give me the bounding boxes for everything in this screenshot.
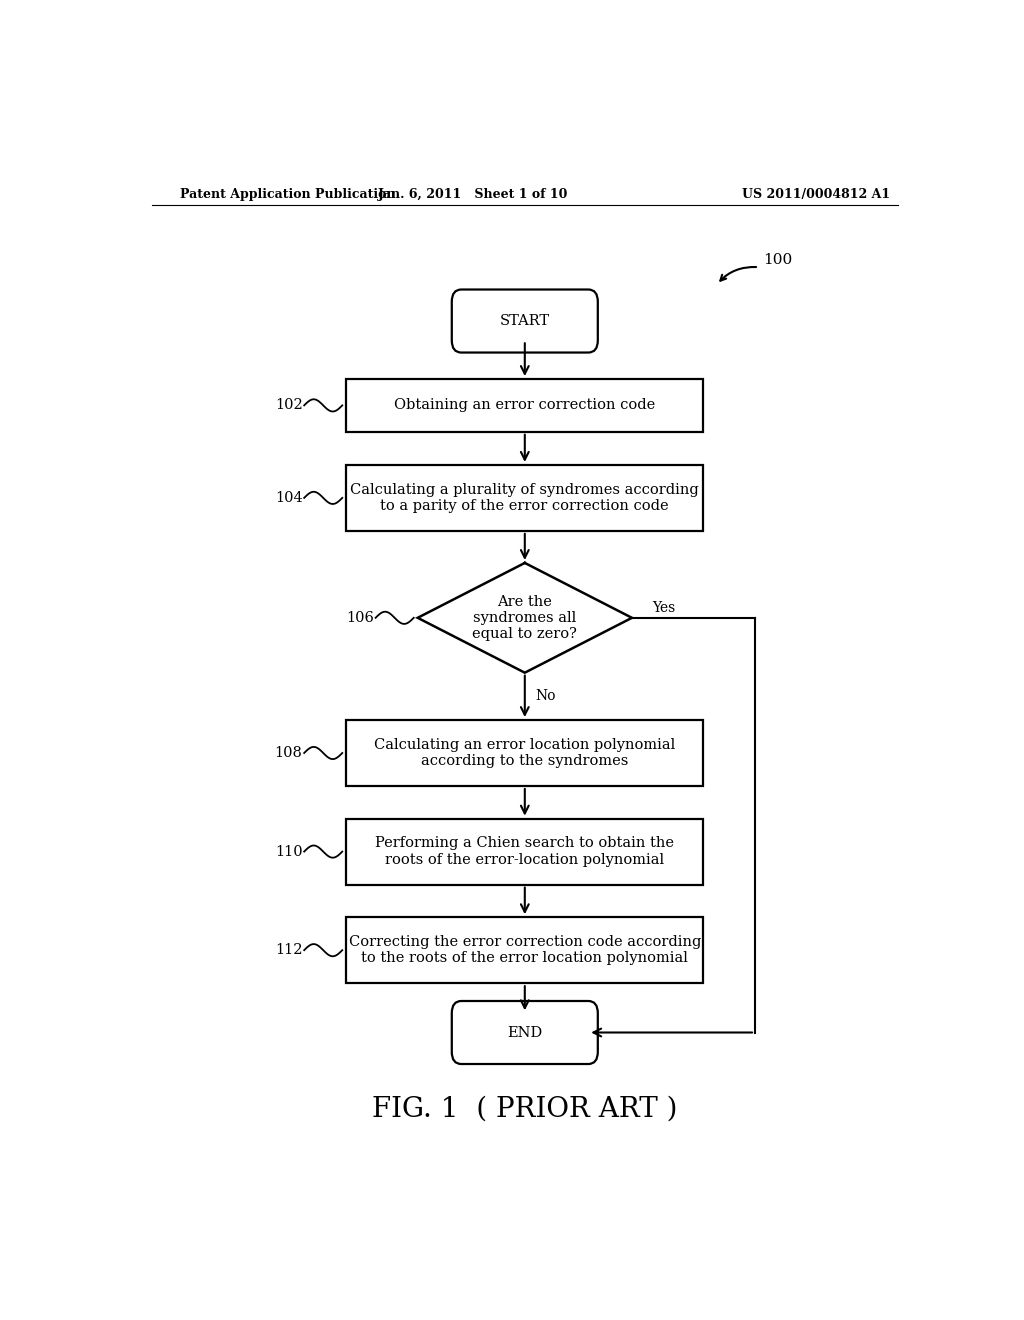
Text: 100: 100 — [763, 253, 793, 267]
Bar — [346, 465, 703, 531]
Polygon shape — [418, 562, 632, 673]
Text: Performing a Chien search to obtain the
roots of the error-location polynomial: Performing a Chien search to obtain the … — [376, 837, 674, 867]
Text: Patent Application Publication: Patent Application Publication — [179, 189, 395, 202]
Text: 112: 112 — [275, 944, 303, 957]
Text: Jan. 6, 2011   Sheet 1 of 10: Jan. 6, 2011 Sheet 1 of 10 — [378, 189, 568, 202]
Text: Are the
syndromes all
equal to zero?: Are the syndromes all equal to zero? — [472, 594, 578, 642]
Text: FIG. 1  ( PRIOR ART ): FIG. 1 ( PRIOR ART ) — [372, 1096, 678, 1122]
Text: US 2011/0004812 A1: US 2011/0004812 A1 — [741, 189, 890, 202]
Text: Correcting the error correction code according
to the roots of the error locatio: Correcting the error correction code acc… — [348, 935, 701, 965]
Text: 110: 110 — [275, 845, 303, 858]
FancyBboxPatch shape — [452, 1001, 598, 1064]
Bar — [346, 379, 703, 432]
Text: No: No — [536, 689, 556, 704]
Text: Calculating an error location polynomial
according to the syndromes: Calculating an error location polynomial… — [374, 738, 676, 768]
Bar — [346, 719, 703, 785]
Text: 106: 106 — [346, 611, 374, 624]
Text: Calculating a plurality of syndromes according
to a parity of the error correcti: Calculating a plurality of syndromes acc… — [350, 483, 699, 513]
Text: 108: 108 — [274, 746, 303, 760]
Text: Yes: Yes — [652, 601, 675, 615]
Text: 102: 102 — [274, 399, 303, 412]
Text: Obtaining an error correction code: Obtaining an error correction code — [394, 399, 655, 412]
Bar — [346, 818, 703, 884]
Text: 104: 104 — [274, 491, 303, 504]
Text: START: START — [500, 314, 550, 329]
Bar — [346, 917, 703, 983]
FancyBboxPatch shape — [452, 289, 598, 352]
Text: END: END — [507, 1026, 543, 1040]
